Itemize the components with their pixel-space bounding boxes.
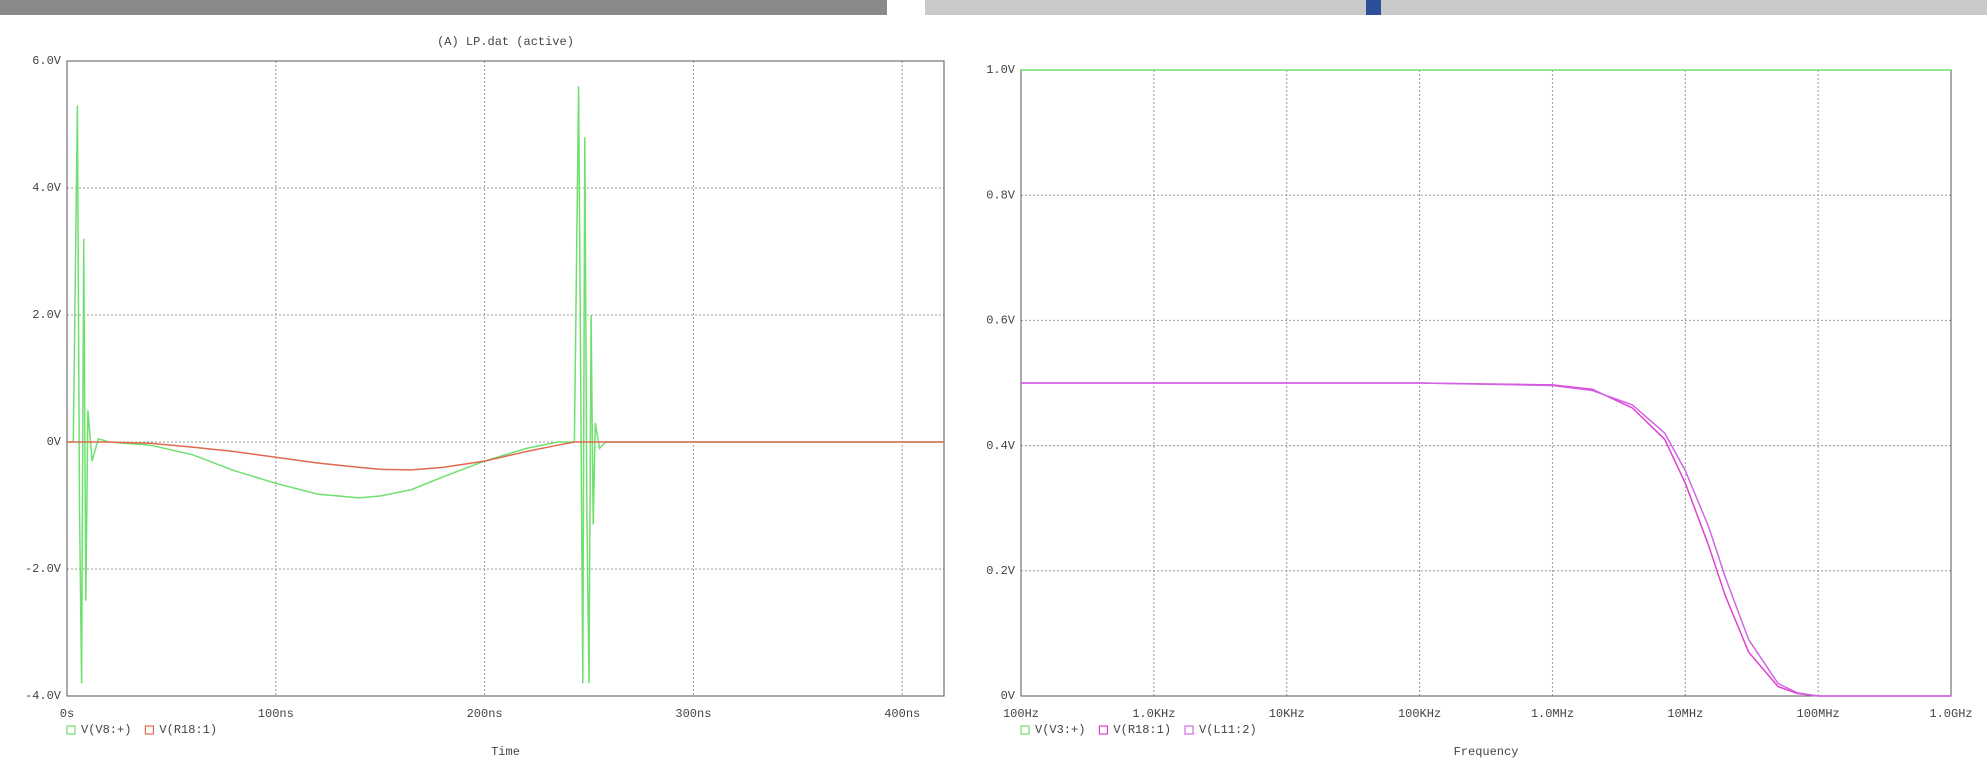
plot-frame (66, 60, 945, 697)
x-tick-label: 1.0MHz (1531, 707, 1574, 721)
x-tick-label: 200ns (467, 707, 503, 721)
x-tick-label: 100Hz (1003, 707, 1039, 721)
x-axis-label: Time (491, 745, 520, 759)
legend-label: V(R18:1) (1113, 723, 1171, 737)
y-tick-label: 6.0V (32, 54, 62, 68)
y-tick-label: 0.2V (986, 564, 1016, 578)
photo-strip (1366, 0, 1381, 15)
legend-label: V(V8:+) (81, 723, 131, 737)
y-tick-label: 0V (1001, 689, 1016, 703)
legend-marker (1184, 725, 1194, 735)
chart-title: (A) LP.dat (active) (437, 35, 574, 49)
legend-marker (66, 725, 76, 735)
x-tick-label: 0s (60, 707, 74, 721)
x-tick-label: 100MHz (1797, 707, 1840, 721)
y-tick-label: 4.0V (32, 181, 62, 195)
x-tick-label: 400ns (884, 707, 920, 721)
plot-area (67, 61, 944, 696)
legend-label: V(V3:+) (1035, 723, 1085, 737)
legend-label: V(L11:2) (1199, 723, 1257, 737)
y-tick-label: 0.4V (986, 439, 1016, 453)
y-tick-label: 1.0V (986, 63, 1016, 77)
legend-label: V(R18:1) (159, 723, 217, 737)
y-tick-label: 0.6V (986, 314, 1016, 328)
x-tick-label: 1.0GHz (1929, 707, 1972, 721)
x-tick-label: 300ns (675, 707, 711, 721)
x-tick-label: 100ns (258, 707, 294, 721)
y-tick-label: 2.0V (32, 308, 62, 322)
x-tick-label: 10MHz (1667, 707, 1703, 721)
x-axis-label: Frequency (1454, 745, 1519, 759)
y-tick-label: -4.0V (25, 689, 62, 703)
x-tick-label: 1.0KHz (1132, 707, 1175, 721)
y-tick-label: 0V (47, 435, 62, 449)
x-tick-label: 10KHz (1269, 707, 1305, 721)
photo-strip (0, 0, 887, 15)
x-tick-label: 100KHz (1398, 707, 1441, 721)
photo-strip (925, 0, 1987, 15)
legend-marker (1020, 725, 1030, 735)
series-line (67, 441, 944, 471)
legend-marker (144, 725, 155, 735)
legend-marker (1098, 725, 1109, 735)
y-tick-label: 0.8V (986, 188, 1016, 202)
series-line (1021, 382, 1951, 697)
y-tick-label: -2.0V (25, 562, 62, 576)
